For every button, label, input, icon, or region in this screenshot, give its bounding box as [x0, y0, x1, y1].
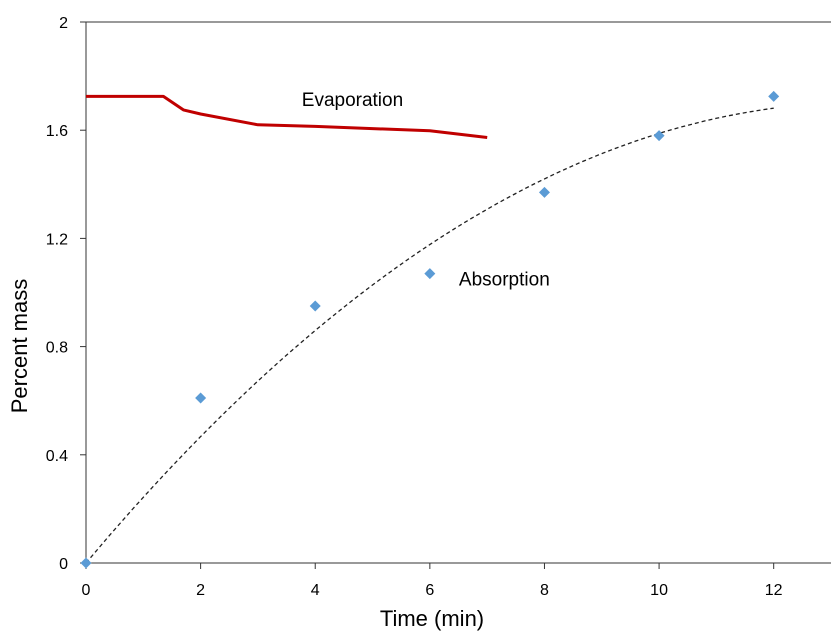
y-tick-label: 0.4 [46, 448, 68, 465]
absorption-point [768, 90, 780, 102]
x-tick-label: 10 [650, 582, 668, 599]
x-tick-label: 6 [425, 582, 434, 599]
annotation-layer: Evaporation Absorption [302, 90, 550, 291]
y-axis-title: Percent mass [7, 279, 32, 414]
y-tick-label: 1.6 [46, 123, 68, 140]
y-axis: 0 0.4 0.8 1.2 1.6 2 [46, 15, 86, 573]
x-tick-label: 2 [196, 582, 205, 599]
y-tick-label: 0.8 [46, 340, 68, 357]
absorption-point [80, 557, 92, 569]
evaporation-line [86, 94, 488, 139]
absorption-point [309, 300, 321, 312]
x-tick-label: 0 [82, 582, 91, 599]
absorption-point [653, 130, 665, 142]
trendline-layer [85, 107, 774, 564]
absorption-point [424, 268, 436, 280]
x-tick-label: 12 [765, 582, 783, 599]
absorption-point [195, 392, 207, 404]
x-tick-label: 8 [540, 582, 549, 599]
x-tick-label: 4 [311, 582, 320, 599]
series-layer [80, 90, 780, 569]
annotation-label: Evaporation [302, 90, 403, 111]
annotation-label: Absorption [459, 270, 550, 291]
x-axis: 0 2 4 6 8 10 12 [82, 563, 783, 599]
absorption-point [538, 186, 550, 198]
x-axis-title: Time (min) [380, 606, 484, 631]
plot-area [85, 21, 831, 564]
y-tick-label: 0 [59, 556, 68, 573]
absorption-trendline [85, 107, 774, 564]
y-tick-label: 2 [59, 15, 68, 32]
y-tick-label: 1.2 [46, 231, 68, 248]
